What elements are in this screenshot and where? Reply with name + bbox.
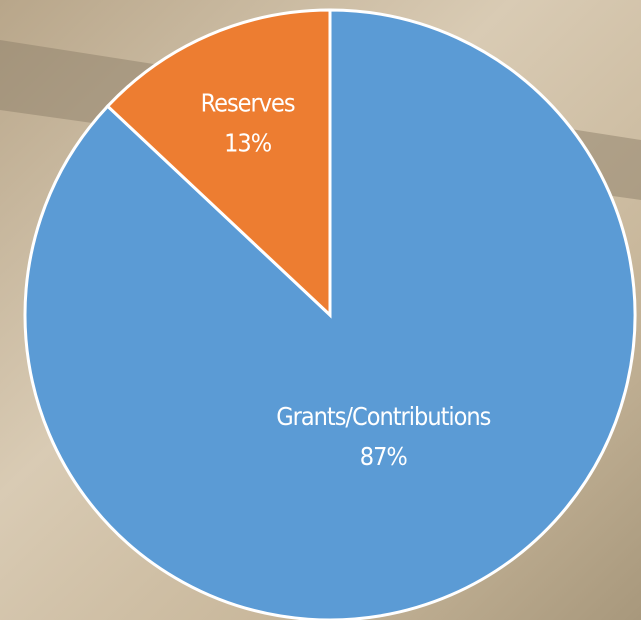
pie: Grants/Contributions 87% Reserves 13% [25,10,635,620]
slice-label: Reserves [201,89,295,118]
slice-value-label: 13% [224,129,272,158]
slice-label: Grants/Contributions [276,402,490,431]
slice-value-label: 87% [360,442,408,471]
chart: Grants/Contributions 87% Reserves 13% [0,0,641,620]
